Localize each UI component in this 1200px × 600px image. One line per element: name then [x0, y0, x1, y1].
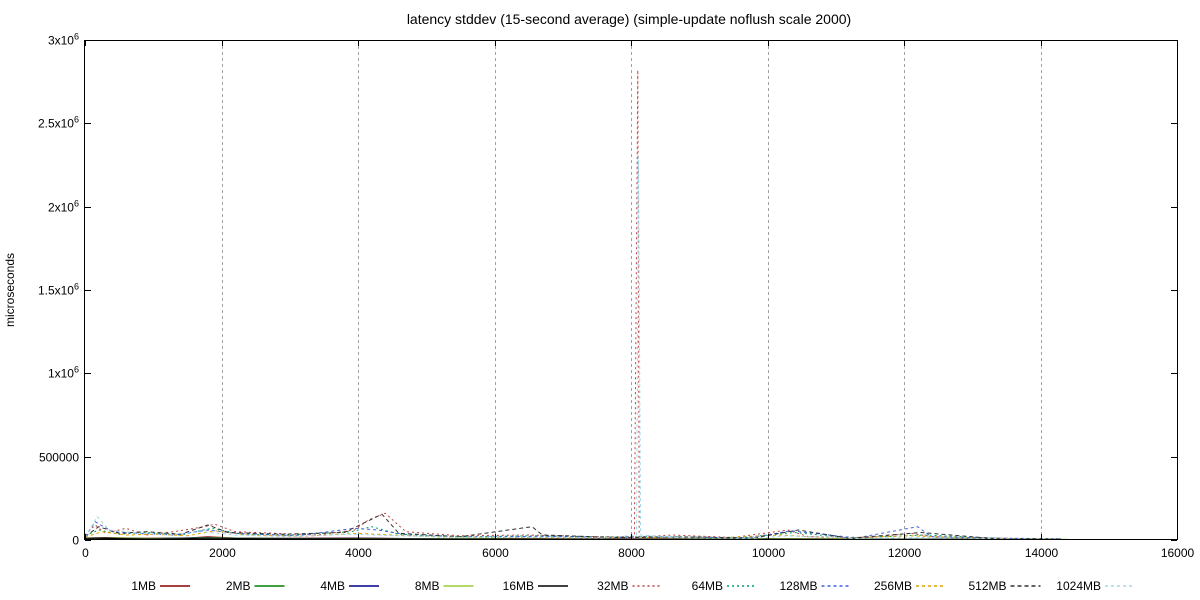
series-line-1024mb [84, 156, 1062, 540]
x-tick-label: 8000 [618, 546, 645, 560]
plot-frame [84, 40, 1178, 540]
y-tick-label: 0 [72, 534, 79, 548]
x-tick-label: 4000 [345, 546, 372, 560]
y-axis-label: microseconds [3, 253, 17, 327]
grid-lines [222, 40, 1042, 540]
legend-label: 8MB [415, 579, 440, 593]
x-tick-label: 14000 [1025, 546, 1059, 560]
series-line-32mb [84, 69, 1062, 540]
y-tick-label: 1.5x106 [38, 282, 79, 298]
legend-label: 1024MB [1056, 579, 1101, 593]
legend: 1MB 2MB 4MB 8MB 16MB 32MB 64MB 128MB 256MB 512MB 1… [131, 579, 1135, 593]
legend-label: 64MB [692, 579, 723, 593]
x-tick-label: 0 [82, 546, 89, 560]
legend-label: 128MB [779, 579, 817, 593]
chart-title: latency stddev (15-second average) (simp… [407, 11, 851, 27]
y-tick-label: 2x106 [48, 199, 79, 215]
x-tick-label: 6000 [482, 546, 509, 560]
y-tick-label: 1x106 [48, 365, 79, 381]
x-tick-label: 10000 [752, 546, 786, 560]
legend-label: 32MB [597, 579, 628, 593]
x-tick-label: 16000 [1161, 546, 1195, 560]
x-tick-label: 12000 [888, 546, 922, 560]
plot-series [84, 69, 1068, 540]
axis-ticks: 0 2000 4000 6000 8000 10000 12000 14000 16000 0 50… [38, 32, 1195, 561]
legend-label: 1MB [131, 579, 156, 593]
series-line-512mb [84, 513, 1062, 540]
legend-label: 256MB [874, 579, 912, 593]
legend-label: 2MB [226, 579, 251, 593]
x-tick-label: 2000 [209, 546, 236, 560]
y-tick-label: 2.5x106 [38, 115, 79, 131]
legend-label: 4MB [320, 579, 345, 593]
series-line-64mb [84, 526, 1062, 540]
y-tick-label: 500000 [39, 451, 79, 465]
y-tick-label: 3x106 [48, 32, 79, 48]
legend-label: 512MB [968, 579, 1006, 593]
legend-label: 16MB [503, 579, 534, 593]
